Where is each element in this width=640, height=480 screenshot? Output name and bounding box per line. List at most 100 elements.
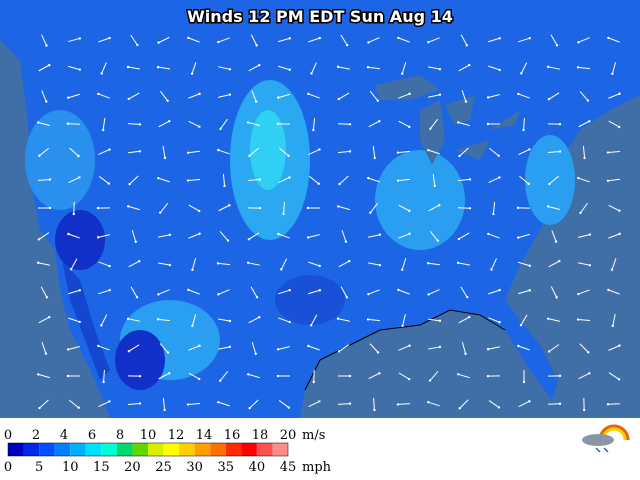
- wind-arrow: [338, 318, 350, 322]
- wind-arrow: [278, 93, 290, 99]
- wind-arrow: [518, 261, 530, 267]
- wind-arrow: [70, 258, 78, 270]
- arrow-head: [317, 182, 320, 185]
- wind-arrow: [308, 149, 320, 155]
- arrow-head: [187, 288, 190, 292]
- arrow-head: [427, 293, 430, 296]
- color-swatch: [85, 443, 102, 456]
- wind-arrow: [402, 314, 406, 326]
- arrow-head: [191, 324, 194, 327]
- wind-arrow: [611, 258, 617, 270]
- wind-patch: [115, 330, 165, 390]
- wind-arrow: [128, 260, 140, 268]
- wind-arrow: [218, 346, 230, 350]
- wind-arrow: [218, 204, 230, 212]
- arrow-head: [247, 237, 251, 241]
- arrow-head: [306, 206, 310, 210]
- wind-arrow: [187, 178, 201, 182]
- wind-arrow: [607, 178, 621, 182]
- arrow-head: [468, 178, 472, 181]
- arrow-head: [69, 268, 73, 271]
- arrow-head: [438, 93, 442, 96]
- wind-arrow: [158, 234, 170, 238]
- mph-tick-label: 25: [155, 460, 172, 475]
- wind-arrow: [38, 232, 50, 240]
- wind-arrow: [128, 318, 140, 322]
- wind-arrow: [278, 346, 290, 350]
- arrow-head: [465, 44, 469, 47]
- arrow-head: [378, 263, 382, 267]
- arrow-head: [528, 148, 531, 151]
- arrow-head: [128, 182, 131, 186]
- arrow-head: [127, 97, 130, 101]
- wind-arrow: [308, 345, 320, 351]
- arrow-head: [217, 148, 220, 152]
- wind-arrow: [127, 150, 141, 154]
- arrow-head: [187, 36, 190, 40]
- wind-arrow: [608, 289, 620, 295]
- arrow-head: [577, 41, 580, 44]
- wind-arrow: [188, 233, 200, 239]
- wind-arrow: [338, 260, 350, 268]
- wind-arrow: [608, 372, 620, 380]
- wind-arrow: [398, 345, 410, 351]
- wind-arrow: [188, 120, 200, 128]
- arrow-head: [547, 205, 550, 208]
- wind-arrow: [38, 122, 50, 126]
- wind-arrow: [188, 93, 200, 99]
- wind-arrow: [248, 373, 260, 379]
- wind-arrow: [283, 201, 285, 215]
- arrow-head: [72, 212, 75, 216]
- baja: [62, 260, 110, 380]
- wind-arrow: [397, 403, 411, 405]
- mph-tick-label: 30: [186, 460, 203, 475]
- arrow-head: [157, 176, 160, 180]
- arrow-head: [156, 318, 160, 321]
- arrow-head: [337, 205, 340, 208]
- arrow-head: [522, 128, 525, 132]
- arrow-head: [216, 262, 220, 265]
- arrow-head: [486, 347, 490, 351]
- map-title: Winds 12 PM EDT Sun Aug 14: [187, 7, 453, 26]
- arrow-head: [618, 92, 621, 95]
- arrow-head: [217, 40, 220, 44]
- wind-arrow: [68, 37, 80, 43]
- wind-arrow: [40, 286, 48, 298]
- wind-arrow: [457, 207, 471, 209]
- map: Winds 12 PM EDT Sun Aug 14: [0, 0, 640, 418]
- wind-arrow: [340, 286, 348, 298]
- arrow-head: [78, 320, 81, 324]
- arrow-head: [198, 232, 201, 235]
- wind-arrow: [612, 314, 616, 326]
- arrow-head: [258, 178, 262, 181]
- wind-arrow: [368, 262, 380, 266]
- arrow-head: [288, 176, 291, 179]
- arrow-head: [198, 125, 201, 128]
- arrow-head: [96, 236, 100, 239]
- arrow-head: [219, 379, 222, 382]
- wind-arrow: [159, 203, 169, 213]
- wind-arrow: [127, 403, 141, 405]
- arrow-head: [438, 204, 441, 207]
- wind-arrow: [68, 65, 80, 71]
- arrow-head: [367, 176, 370, 180]
- wind-arrow: [158, 289, 170, 295]
- mph-tick-label: 10: [62, 460, 79, 475]
- arrow-head: [468, 315, 471, 319]
- wind-arrow: [218, 37, 230, 43]
- mph-tick-label: 45: [280, 460, 297, 475]
- arrow-head: [520, 72, 523, 75]
- arrow-head: [138, 402, 142, 405]
- arrow-head: [48, 63, 51, 67]
- arrow-head: [186, 179, 190, 182]
- wind-arrow: [459, 147, 469, 157]
- arrow-head: [401, 72, 404, 75]
- arrow-head: [108, 264, 111, 268]
- wind-arrow: [611, 62, 617, 74]
- mph-tick-label: 5: [35, 460, 43, 475]
- arrow-head: [397, 288, 400, 292]
- wind-arrow: [372, 145, 376, 159]
- wind-arrow: [128, 66, 140, 70]
- wind-arrow: [398, 289, 410, 295]
- colorbar-frame: [7, 442, 289, 457]
